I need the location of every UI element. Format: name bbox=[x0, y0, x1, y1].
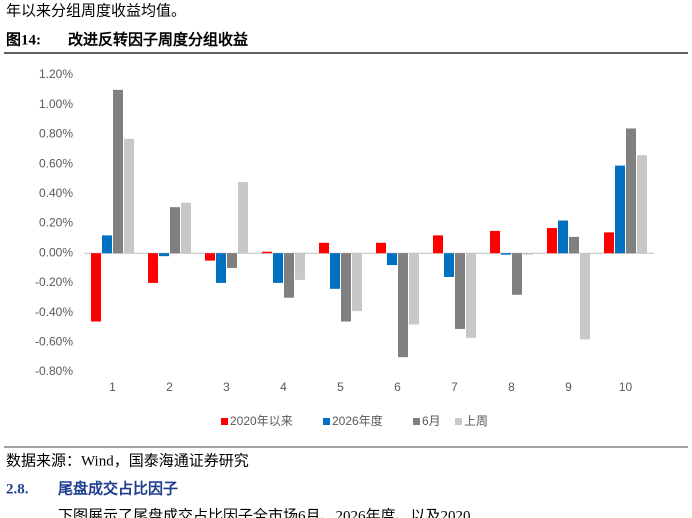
legend-swatch bbox=[413, 418, 420, 425]
bar bbox=[262, 251, 272, 254]
body-text: 下图展示了尾盘成交占比因子全市场6月、2026年度、以及2020 bbox=[58, 506, 471, 518]
bar bbox=[227, 253, 237, 269]
y-tick-label: 1.00% bbox=[39, 97, 73, 111]
y-tick-label: -0.40% bbox=[35, 305, 73, 319]
bar bbox=[273, 253, 283, 283]
bar bbox=[409, 253, 419, 325]
bar bbox=[170, 207, 180, 254]
intro-text: 年以来分组周度收益均值。 bbox=[6, 2, 186, 19]
y-tick-label: -0.80% bbox=[35, 364, 73, 378]
bar bbox=[604, 232, 614, 254]
bar bbox=[330, 253, 340, 289]
bar bbox=[159, 253, 169, 257]
bar bbox=[319, 242, 329, 254]
bar bbox=[238, 181, 248, 254]
bar bbox=[637, 155, 647, 254]
bar bbox=[580, 253, 590, 340]
y-tick-label: 0.40% bbox=[39, 186, 73, 200]
source-note: 数据来源：Wind，国泰海通证券研究 bbox=[6, 452, 249, 469]
bar bbox=[102, 235, 112, 254]
bar bbox=[558, 220, 568, 254]
section-number: 2.8. bbox=[6, 481, 29, 497]
y-tick-label: 0.60% bbox=[39, 156, 73, 170]
legend-swatch bbox=[221, 418, 228, 425]
y-tick-label: 0.00% bbox=[39, 245, 73, 259]
x-tick-label: 4 bbox=[280, 380, 287, 394]
x-tick-label: 10 bbox=[619, 380, 633, 394]
bar bbox=[455, 253, 465, 329]
bar bbox=[387, 253, 397, 266]
x-tick-label: 5 bbox=[337, 380, 344, 394]
bar bbox=[501, 253, 511, 255]
x-tick-label: 3 bbox=[223, 380, 230, 394]
legend-label: 2020年以来 bbox=[230, 414, 293, 428]
bar bbox=[295, 253, 305, 280]
bar bbox=[523, 253, 533, 255]
bar bbox=[216, 253, 226, 283]
bar bbox=[466, 253, 476, 338]
bar bbox=[444, 253, 454, 277]
bar bbox=[626, 128, 636, 254]
section-title: 尾盘成交占比因子 bbox=[58, 479, 178, 497]
chart: -0.80% -0.60% -0.40% -0.20% 0.00% 0.20% 0.40% 0… bbox=[35, 67, 654, 428]
bar bbox=[148, 253, 158, 283]
y-tick-label: -0.20% bbox=[35, 275, 73, 289]
bar bbox=[569, 236, 579, 254]
bar bbox=[113, 89, 123, 254]
bar bbox=[91, 253, 101, 322]
legend-label: 2026年度 bbox=[332, 413, 383, 428]
bar bbox=[547, 227, 557, 254]
x-tick-label: 9 bbox=[565, 380, 572, 394]
legend-label: 上周 bbox=[464, 414, 488, 428]
figure-title: 改进反转因子周度分组收益 bbox=[68, 30, 248, 48]
legend-label: 6月 bbox=[422, 414, 441, 428]
x-tick-label: 7 bbox=[451, 380, 458, 394]
bar bbox=[615, 165, 625, 254]
bar bbox=[376, 242, 386, 254]
bar bbox=[341, 253, 351, 322]
bar bbox=[181, 202, 191, 254]
bar bbox=[433, 235, 443, 254]
y-tick-label: 1.20% bbox=[39, 67, 73, 81]
figure-label: 图14: bbox=[6, 31, 41, 48]
bar bbox=[512, 253, 522, 295]
bar bbox=[124, 138, 134, 254]
x-tick-label: 1 bbox=[109, 380, 116, 394]
y-tick-label: 0.80% bbox=[39, 127, 73, 141]
y-tick-label: 0.20% bbox=[39, 216, 73, 230]
bar bbox=[490, 230, 500, 254]
legend-swatch bbox=[323, 418, 330, 425]
x-tick-label: 6 bbox=[394, 380, 401, 394]
bar bbox=[398, 253, 408, 358]
legend-swatch bbox=[455, 418, 462, 425]
bar bbox=[284, 253, 294, 298]
x-tick-label: 8 bbox=[508, 380, 515, 394]
y-tick-label: -0.60% bbox=[35, 334, 73, 348]
bar bbox=[352, 253, 362, 312]
x-tick-label: 2 bbox=[166, 380, 173, 394]
bar bbox=[205, 253, 215, 261]
